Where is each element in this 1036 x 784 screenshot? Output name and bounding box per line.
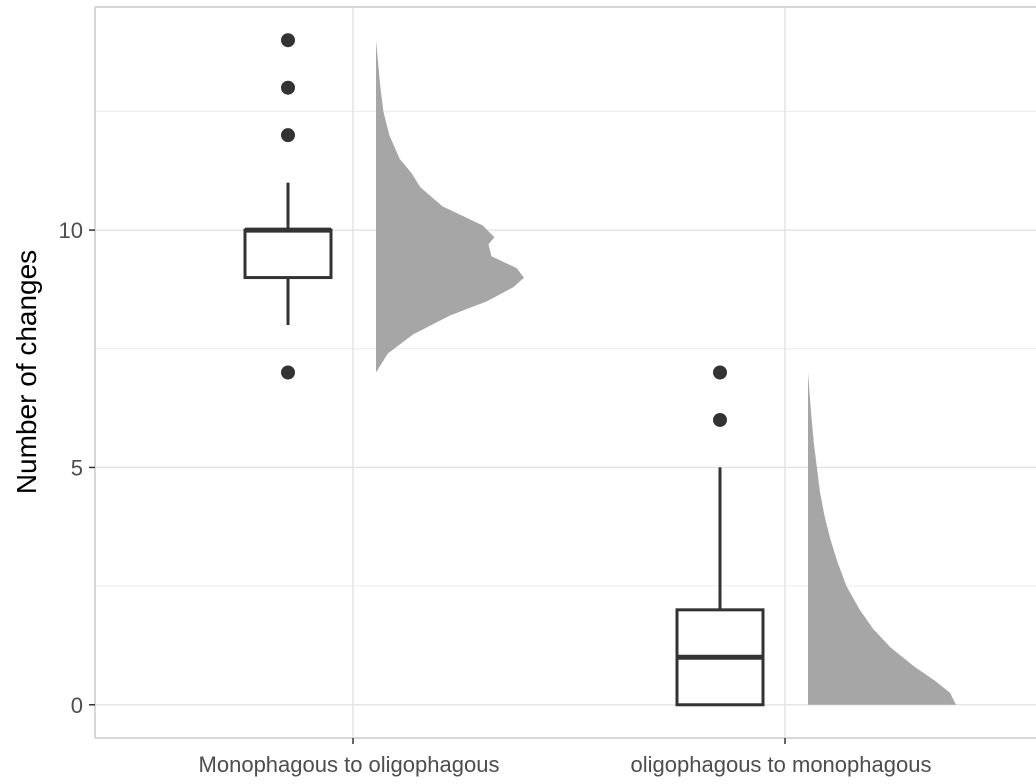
outlier-point [281, 128, 295, 143]
outlier-point [281, 33, 295, 48]
y-axis-title: Number of changes [11, 250, 42, 494]
box-iqr [243, 228, 333, 280]
x-tick-label: oligophagous to monophagous [631, 752, 932, 777]
y-tick-label: 10 [59, 218, 83, 243]
outlier-point [713, 412, 727, 427]
boxplots [243, 33, 765, 707]
x-tick-label: Monophagous to oligophagous [199, 752, 500, 777]
x-axis-ticks: Monophagous to oligophagous oligophagous … [199, 738, 932, 777]
panel-background [95, 7, 1036, 738]
y-tick-label: 0 [71, 693, 83, 718]
outlier-point [281, 80, 295, 95]
y-axis-ticks: 0 5 10 [59, 218, 95, 718]
density-cloud [808, 372, 956, 705]
boxplot [243, 33, 333, 380]
density-cloud [376, 40, 524, 373]
boxplot [675, 365, 765, 707]
density-clouds [376, 40, 956, 705]
outlier-point [713, 365, 727, 380]
outlier-point [281, 365, 295, 380]
y-tick-label: 5 [71, 455, 83, 480]
